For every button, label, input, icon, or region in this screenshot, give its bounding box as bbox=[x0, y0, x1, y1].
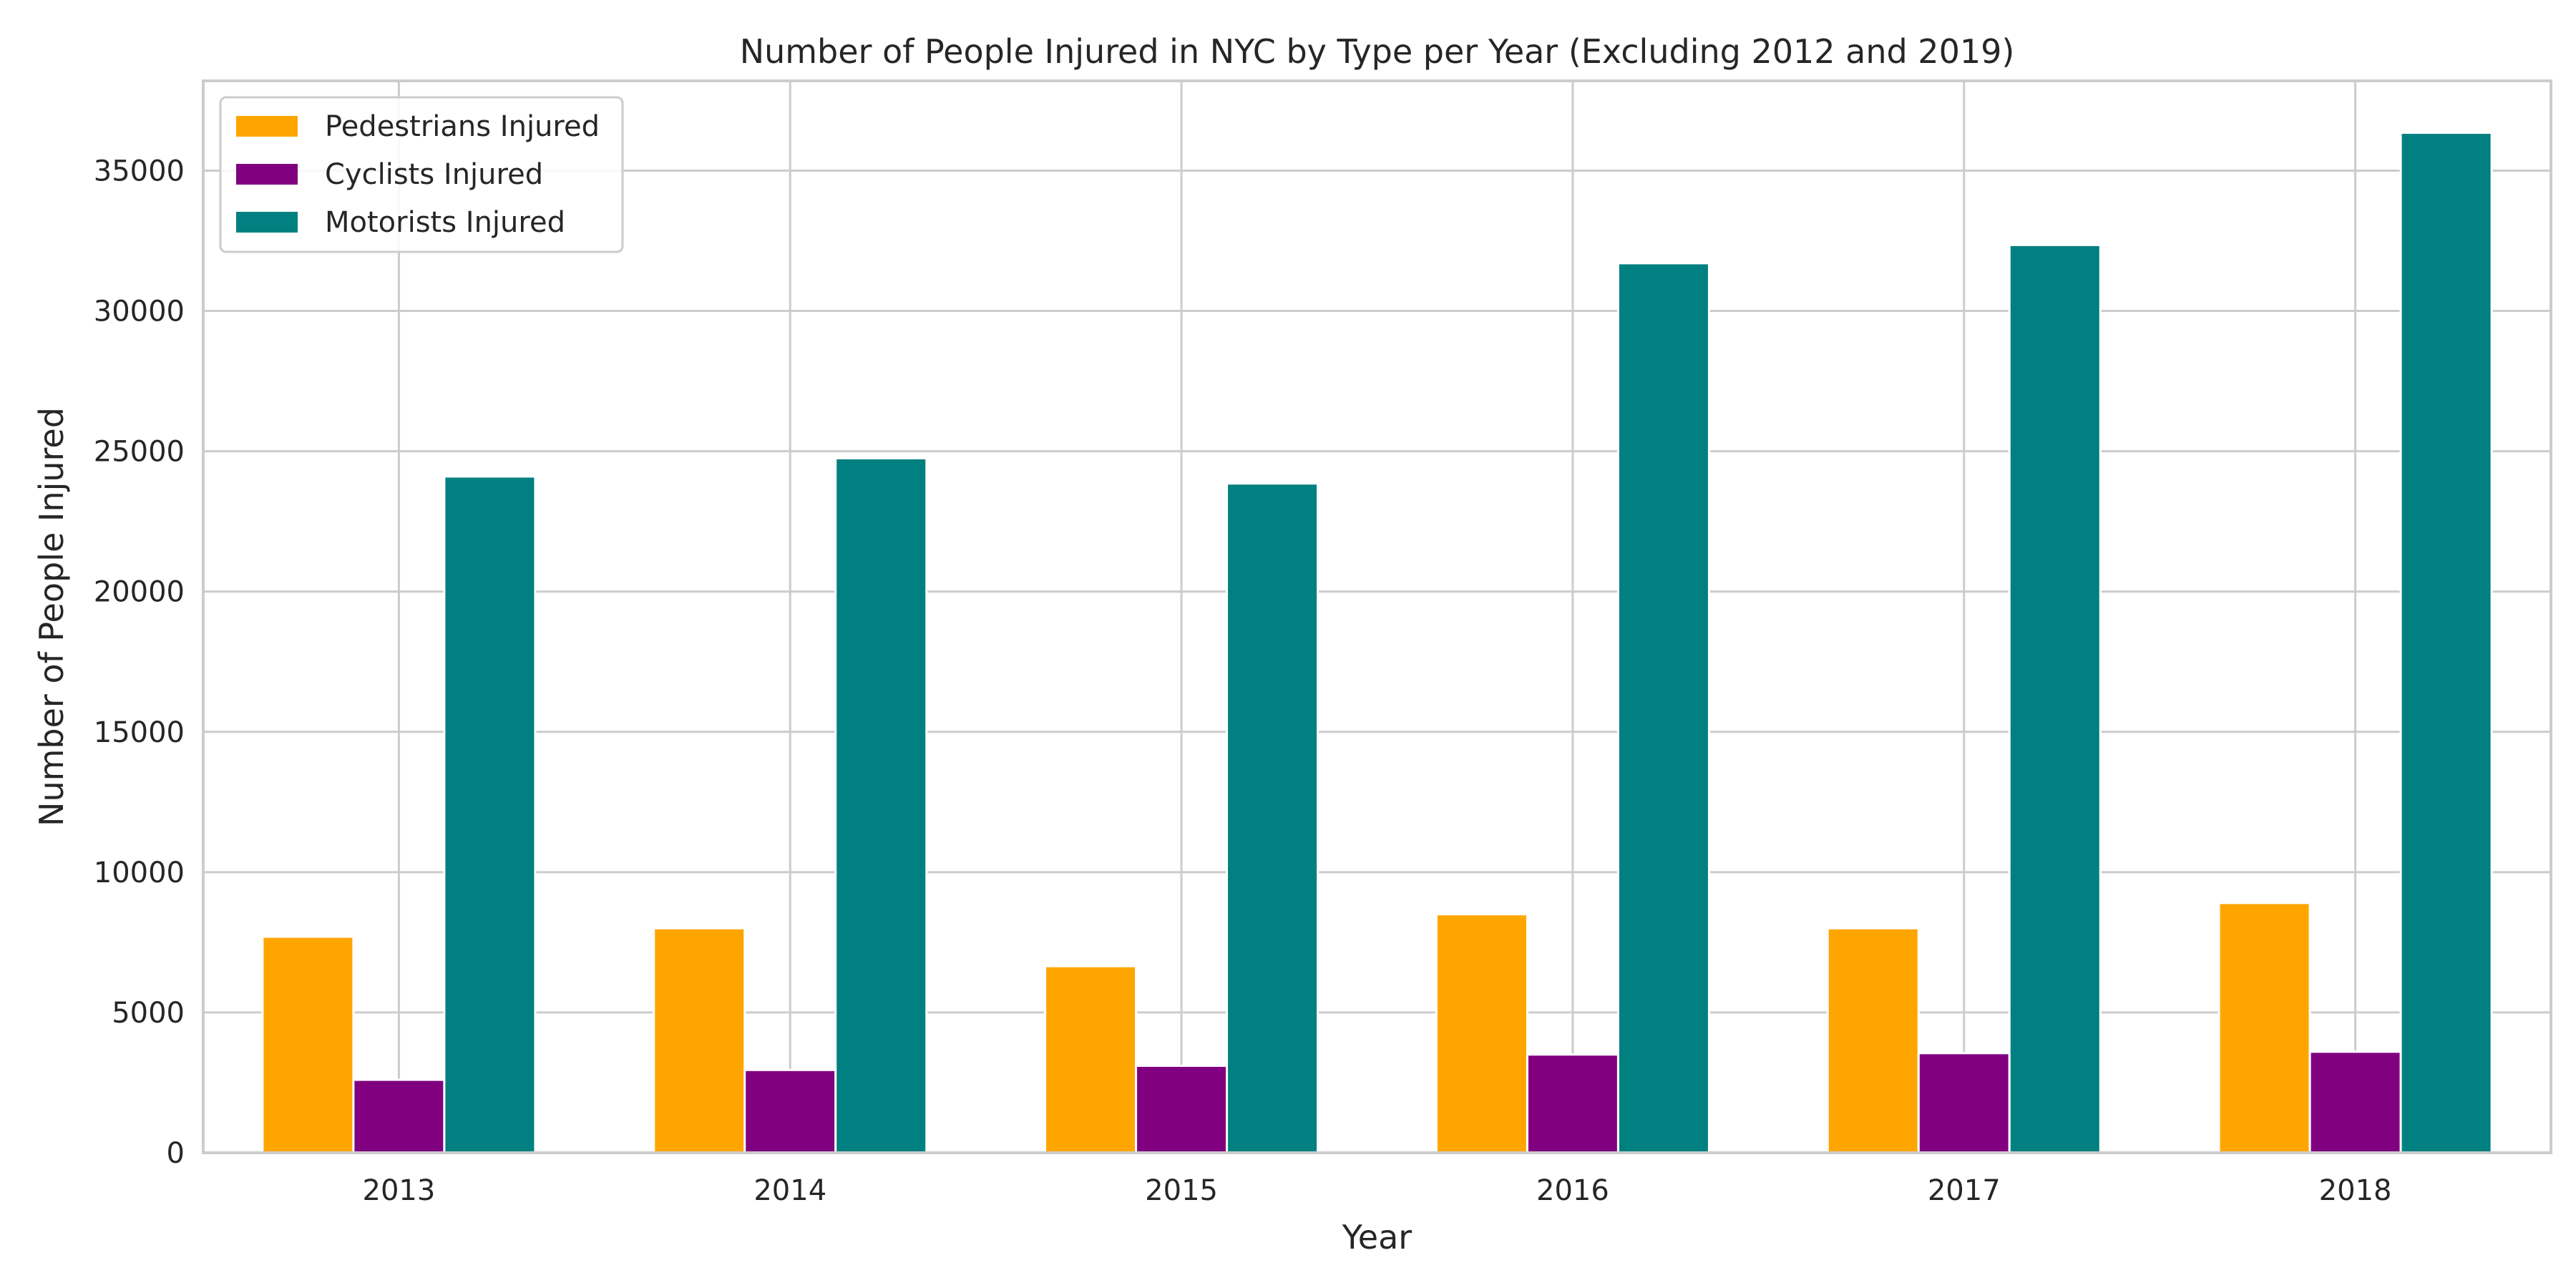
legend: Pedestrians Injured Cyclists Injured Motor… bbox=[219, 96, 624, 253]
bar-motorists-injured bbox=[443, 475, 537, 1154]
bar-motorists-injured bbox=[1226, 482, 1319, 1154]
legend-swatch bbox=[236, 164, 298, 185]
legend-swatch bbox=[236, 212, 298, 233]
x-tick-label: 2013 bbox=[363, 1174, 436, 1207]
x-tick-label: 2018 bbox=[2319, 1174, 2392, 1207]
y-tick-label: 35000 bbox=[94, 155, 185, 187]
bar-motorists-injured bbox=[834, 457, 928, 1154]
x-axis-ticks: 2013 2014 2015 2016 2017 2018 bbox=[363, 1174, 2392, 1207]
y-tick-label: 15000 bbox=[94, 716, 185, 749]
bar-motorists-injured bbox=[2008, 243, 2102, 1154]
x-tick-label: 2015 bbox=[1145, 1174, 1218, 1207]
bar-pedestrians-injured bbox=[1826, 927, 1920, 1154]
y-axis-label: Number of People Injured bbox=[32, 407, 71, 826]
y-tick-label: 20000 bbox=[94, 576, 185, 609]
y-tick-label: 5000 bbox=[112, 997, 185, 1030]
y-tick-label: 0 bbox=[167, 1137, 185, 1170]
plot-frame bbox=[202, 79, 2552, 1154]
x-tick-label: 2014 bbox=[753, 1174, 826, 1207]
legend-label: Cyclists Injured bbox=[325, 158, 543, 191]
bar-pedestrians-injured bbox=[261, 935, 355, 1154]
bar-cyclists-injured bbox=[352, 1078, 446, 1154]
y-tick-label: 30000 bbox=[94, 296, 185, 328]
bar-pedestrians-injured bbox=[1044, 965, 1138, 1154]
bar-cyclists-injured bbox=[743, 1068, 837, 1154]
bar-cyclists-injured bbox=[2308, 1050, 2402, 1154]
bars bbox=[261, 132, 2493, 1154]
x-tick-label: 2017 bbox=[1928, 1174, 2001, 1207]
bar-motorists-injured bbox=[1616, 262, 1710, 1154]
chart-title: Number of People Injured in NYC by Type … bbox=[740, 32, 2015, 71]
bar-pedestrians-injured bbox=[653, 927, 746, 1154]
bar-pedestrians-injured bbox=[1435, 913, 1528, 1154]
bar-cyclists-injured bbox=[1917, 1052, 2011, 1154]
x-axis-label: Year bbox=[1342, 1218, 1412, 1257]
legend-box bbox=[219, 96, 624, 253]
legend-label: Pedestrians Injured bbox=[325, 110, 600, 143]
y-tick-label: 10000 bbox=[94, 857, 185, 889]
bar-pedestrians-injured bbox=[2218, 902, 2311, 1154]
legend-swatch bbox=[236, 116, 298, 137]
y-axis-ticks: 0 5000 10000 15000 20000 25000 30000 35000 bbox=[94, 155, 185, 1170]
bar-motorists-injured bbox=[2399, 132, 2493, 1154]
bar-cyclists-injured bbox=[1526, 1053, 1619, 1154]
x-tick-label: 2016 bbox=[1536, 1174, 1609, 1207]
y-tick-label: 25000 bbox=[94, 436, 185, 469]
legend-label: Motorists Injured bbox=[325, 206, 565, 239]
bar-cyclists-injured bbox=[1135, 1064, 1229, 1154]
